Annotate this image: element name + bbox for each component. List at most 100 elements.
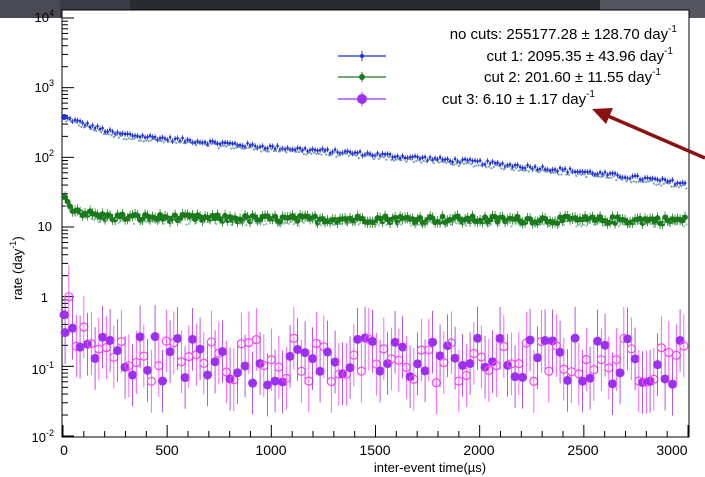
data-point (548, 336, 558, 346)
data-point (61, 113, 68, 120)
data-point (96, 124, 99, 128)
data-point (161, 136, 164, 139)
data-point-secondary (345, 152, 348, 155)
data-point (654, 215, 661, 221)
data-point (423, 155, 427, 159)
data-point-secondary (80, 210, 83, 214)
data-point (403, 156, 407, 160)
data-point (666, 180, 669, 183)
y-tick-label: 102 (35, 148, 54, 165)
data-point-secondary (575, 225, 578, 228)
y-tick-label: 103 (35, 78, 54, 95)
data-point (421, 156, 424, 159)
data-point (151, 135, 154, 139)
data-point-secondary (130, 138, 133, 141)
data-point (75, 342, 85, 352)
data-point-secondary (467, 162, 470, 165)
data-point-secondary (195, 144, 198, 147)
data-point-secondary (260, 150, 263, 153)
data-point-secondary (545, 170, 548, 173)
data-point (157, 211, 163, 218)
data-point-secondary (640, 180, 643, 183)
data-point (118, 132, 122, 136)
data-point (668, 379, 678, 389)
data-point (345, 363, 355, 373)
data-point (303, 147, 307, 150)
data-point-secondary (330, 153, 333, 156)
data-point-secondary (635, 180, 638, 184)
data-point (408, 155, 412, 159)
data-point-secondary (532, 224, 535, 227)
data-point (473, 333, 483, 343)
data-point-secondary (612, 175, 615, 178)
data-point (591, 172, 594, 175)
data-point-secondary (167, 140, 170, 143)
data-point (213, 140, 217, 144)
x-tick-label: 2000 (463, 442, 494, 458)
data-point-secondary (585, 175, 588, 179)
data-point-secondary (75, 121, 78, 124)
data-point-secondary (375, 222, 378, 225)
data-point (368, 152, 372, 156)
data-point-secondary (65, 120, 68, 123)
data-point-secondary (157, 221, 160, 224)
data-point-secondary (527, 170, 530, 173)
data-point-secondary (297, 150, 300, 154)
data-point-secondary (232, 220, 235, 223)
data-point (558, 166, 562, 170)
data-point-secondary (642, 180, 645, 184)
data-point (263, 380, 273, 390)
x-tick-labels: 0 500 1000 1500 2000 2500 3000 (60, 442, 688, 458)
data-point-secondary (230, 147, 233, 150)
data-point (226, 141, 229, 145)
data-point-secondary (400, 223, 403, 226)
data-point (446, 157, 449, 161)
data-point (608, 379, 618, 389)
data-point (556, 169, 559, 173)
data-point-secondary (342, 152, 345, 155)
data-point (328, 151, 332, 155)
legend: no cuts: 255177.28 ± 128.70 day-1 cut 1:… (338, 24, 677, 108)
data-point (111, 130, 114, 133)
y-tick-label: 10-1 (32, 360, 54, 377)
data-point (196, 140, 199, 143)
data-point-secondary (332, 223, 335, 226)
data-point-secondary (595, 222, 598, 226)
data-point (293, 344, 303, 354)
data-point (101, 126, 104, 130)
data-point-secondary (137, 139, 140, 143)
data-point (238, 143, 242, 147)
data-point (511, 165, 514, 169)
data-point (119, 211, 126, 218)
data-point-secondary (405, 160, 408, 163)
data-point (311, 147, 314, 151)
data-point-secondary (682, 225, 685, 228)
data-point (468, 158, 472, 161)
data-point (441, 158, 444, 161)
data-point (116, 131, 119, 134)
data-point (479, 218, 486, 225)
data-point-secondary (97, 220, 100, 224)
data-point-secondary (122, 137, 125, 141)
data-point (510, 372, 520, 382)
data-point-secondary (290, 220, 293, 223)
data-point (673, 182, 677, 186)
data-point-secondary (650, 222, 653, 225)
data-point (326, 148, 329, 151)
data-point (366, 151, 369, 155)
data-point-secondary (652, 225, 655, 228)
data-point (548, 169, 552, 173)
data-point (566, 170, 569, 174)
data-point-secondary (547, 224, 550, 228)
data-point-secondary (420, 161, 423, 164)
data-point (585, 373, 595, 383)
data-point (482, 214, 488, 220)
data-point-secondary (187, 222, 190, 226)
data-point (467, 218, 473, 225)
data-point (603, 170, 607, 174)
data-point (478, 159, 482, 162)
data-point-secondary (427, 219, 430, 222)
data-point-secondary (397, 222, 400, 225)
data-point-secondary (582, 173, 585, 176)
data-point-secondary (282, 222, 285, 225)
